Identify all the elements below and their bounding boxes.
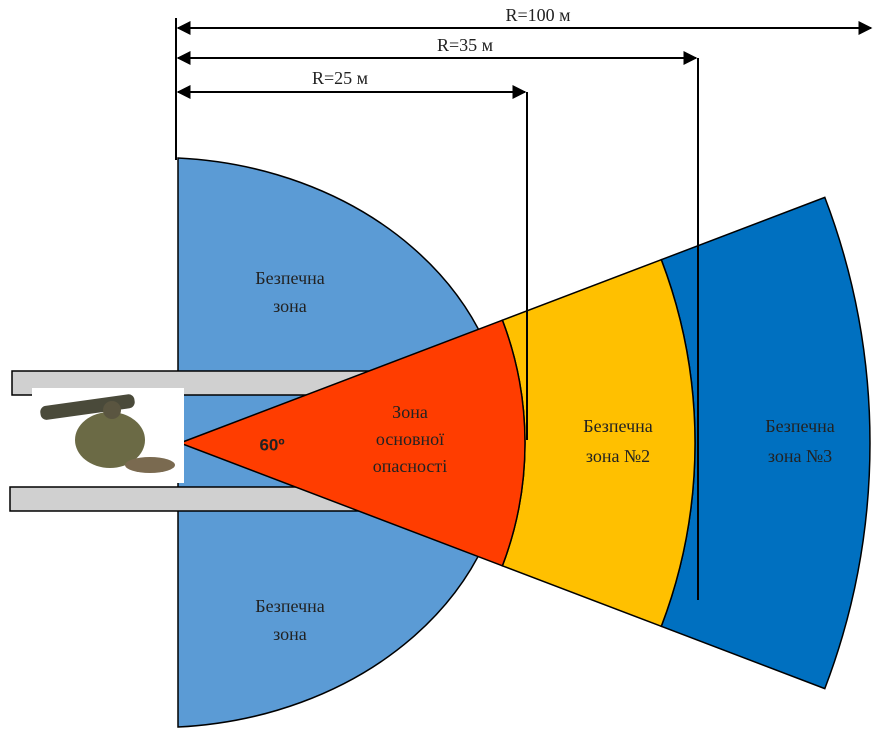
zone-label: зона [273,624,307,644]
zone-label: Безпечна [255,596,325,616]
zone-label: Безпечна [583,416,653,436]
zone-label: Безпечна [255,268,325,288]
danger-zone [177,319,526,567]
zone-label: Зона [392,402,428,422]
dimension-label: R=100 м [505,5,570,25]
dimension-label: R=35 м [437,35,493,55]
zone-label: зона №2 [586,446,650,466]
zone-label: Безпечна [765,416,835,436]
zone-label: зона [273,296,307,316]
soldier-image [32,388,184,483]
dimension-label: R=25 м [312,68,368,88]
zone-label: зона №3 [768,446,832,466]
zone-label: опасності [373,456,448,476]
safe-zone-2 [501,258,696,628]
angle-label: 60º [259,435,284,454]
zone-label: основної [376,429,444,449]
